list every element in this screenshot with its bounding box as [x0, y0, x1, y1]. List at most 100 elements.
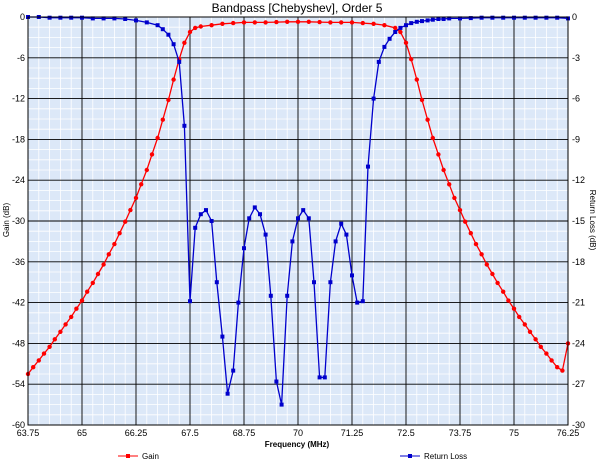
gain-point — [490, 271, 495, 277]
return-loss-point — [160, 27, 165, 32]
return-loss-point — [376, 59, 381, 64]
return-loss-point — [420, 19, 424, 24]
gain-point — [58, 329, 63, 334]
legend-return-loss-marker — [408, 454, 412, 458]
return-loss-point — [328, 280, 333, 285]
gain-point — [371, 21, 376, 26]
gain-point — [306, 19, 311, 24]
y-right-tick-label: -3 — [572, 53, 580, 63]
return-loss-point — [134, 18, 138, 23]
gain-point — [328, 20, 333, 25]
return-loss-point — [285, 293, 290, 298]
gain-point — [160, 117, 165, 122]
return-loss-point — [409, 21, 414, 26]
return-loss-point — [247, 216, 252, 221]
y-right-tick-label: 0 — [572, 12, 577, 22]
return-loss-point — [47, 15, 52, 20]
gain-point — [495, 280, 500, 286]
return-loss-point — [555, 15, 560, 20]
legend: Gain Return Loss — [118, 452, 467, 460]
return-loss-point — [312, 280, 316, 285]
return-loss-point — [123, 17, 128, 21]
return-loss-point — [339, 221, 344, 226]
x-tick-label: 75 — [509, 428, 519, 438]
return-loss-point — [468, 16, 473, 21]
gain-point — [441, 167, 446, 173]
return-loss-point — [301, 208, 306, 213]
gain-point — [209, 23, 214, 28]
gain-point — [533, 337, 538, 342]
gain-point — [231, 20, 236, 26]
gain-point — [484, 262, 489, 267]
gain-point — [63, 322, 68, 327]
gain-point — [549, 358, 554, 363]
return-loss-point — [188, 299, 192, 304]
gain-point — [95, 271, 101, 277]
y-left-tick-label: -30 — [12, 216, 25, 226]
return-loss-point — [90, 16, 95, 21]
gain-point — [144, 167, 149, 173]
chart-title: Bandpass [Chebyshev], Order 5 — [212, 1, 383, 15]
y-left-tick-label: -18 — [12, 134, 25, 144]
return-loss-point — [225, 391, 230, 396]
gain-point — [295, 19, 301, 24]
return-loss-point — [522, 15, 527, 20]
gain-point — [403, 40, 409, 45]
gain-point — [123, 219, 128, 224]
y-left-tick-label: -60 — [12, 420, 25, 430]
return-loss-point — [425, 18, 430, 23]
gain-point — [544, 351, 549, 356]
gain-point — [36, 358, 41, 363]
return-loss-point — [204, 208, 208, 213]
return-loss-point — [112, 16, 117, 21]
return-loss-point — [382, 44, 387, 49]
return-loss-point — [155, 23, 160, 28]
return-loss-point — [290, 239, 295, 244]
gain-point — [47, 344, 52, 349]
return-loss-point — [182, 123, 187, 128]
series-layer — [25, 15, 571, 407]
x-axis-title: Frequency (MHz) — [265, 440, 330, 449]
gain-point — [317, 19, 322, 25]
gain-point — [506, 298, 511, 303]
gain-point — [479, 252, 484, 257]
x-tick-label: 63.75 — [17, 428, 40, 438]
return-loss-point — [69, 15, 74, 20]
return-loss-point — [447, 16, 452, 21]
legend-gain-label: Gain — [142, 452, 159, 460]
gain-point — [74, 306, 79, 311]
gain-point — [79, 298, 85, 303]
y-right-tick-label: -27 — [572, 379, 585, 389]
gain-point — [182, 40, 187, 45]
return-loss-point — [144, 20, 149, 25]
y-right-axis-title: Return Loss (dB) — [588, 190, 597, 251]
gain-point — [133, 195, 139, 201]
gain-point — [517, 314, 522, 320]
return-loss-point — [193, 225, 198, 230]
return-loss-point — [268, 293, 273, 298]
gain-point — [263, 20, 268, 25]
gain-point — [41, 351, 47, 356]
return-loss-point — [258, 212, 262, 217]
y-right-tick-label: -24 — [572, 338, 585, 348]
gain-point — [409, 57, 414, 62]
return-loss-point — [360, 299, 365, 304]
return-loss-point — [317, 375, 322, 380]
gain-point — [398, 29, 403, 35]
return-loss-point — [398, 25, 403, 30]
gain-point — [511, 306, 517, 311]
x-tick-label: 73.75 — [449, 428, 472, 438]
return-loss-point — [198, 212, 203, 217]
return-loss-point — [458, 16, 462, 21]
x-tick-label: 66.25 — [125, 428, 148, 438]
gain-point — [285, 19, 290, 24]
return-loss-point — [242, 246, 246, 251]
gain-point — [149, 152, 155, 157]
legend-return-loss-label: Return Loss — [424, 452, 467, 460]
return-loss-point — [512, 15, 516, 20]
gain-point — [128, 207, 133, 213]
return-loss-point — [306, 216, 311, 221]
gain-point — [527, 329, 533, 334]
